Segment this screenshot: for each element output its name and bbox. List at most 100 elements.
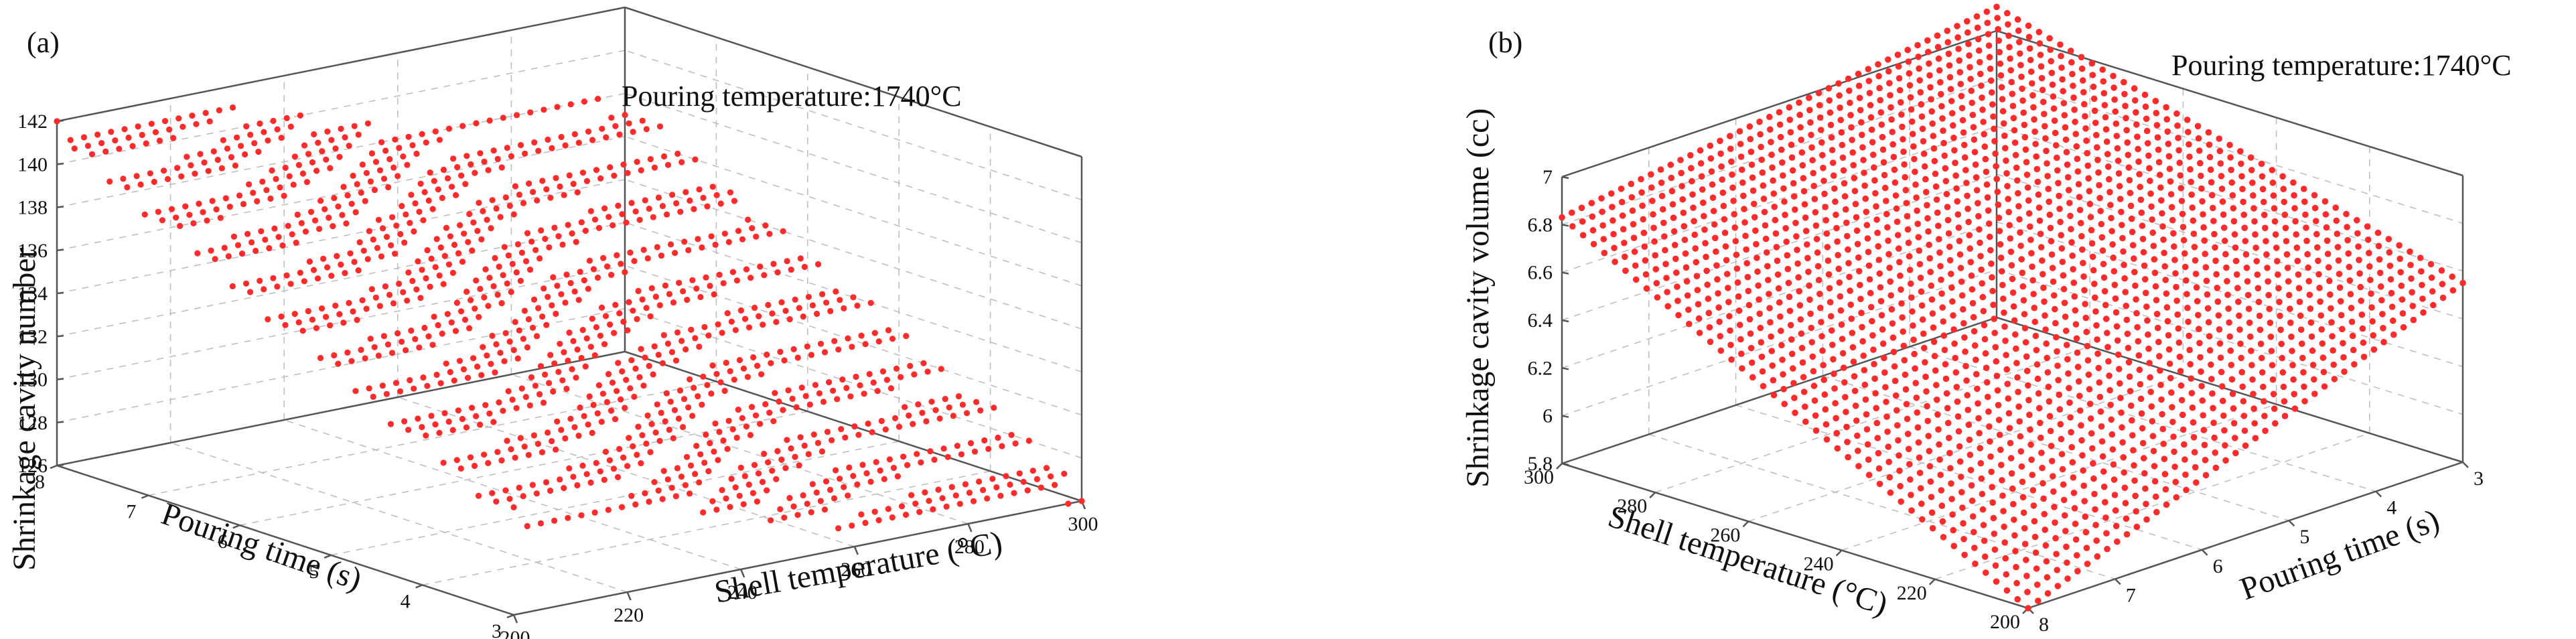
data-point bbox=[1979, 280, 1985, 287]
data-point bbox=[1788, 350, 1796, 358]
data-point bbox=[1863, 222, 1871, 228]
data-point bbox=[1725, 285, 1731, 291]
z-tick bbox=[56, 248, 64, 251]
data-point bbox=[516, 484, 522, 491]
data-point bbox=[2231, 435, 2238, 441]
data-point bbox=[769, 468, 776, 474]
data-point bbox=[561, 349, 567, 356]
data-point bbox=[1910, 336, 1917, 344]
data-point bbox=[416, 344, 423, 351]
data-point bbox=[1939, 115, 1946, 122]
data-point bbox=[2358, 297, 2364, 304]
data-point bbox=[761, 272, 768, 279]
data-point bbox=[624, 463, 631, 470]
data-point bbox=[2044, 160, 2050, 167]
data-point bbox=[2006, 44, 2013, 51]
data-point bbox=[2188, 375, 2195, 382]
data-point bbox=[853, 373, 859, 380]
data-point bbox=[1037, 484, 1044, 491]
data-point bbox=[2203, 277, 2210, 285]
data-point bbox=[931, 456, 938, 464]
data-point bbox=[1824, 257, 1832, 265]
data-point bbox=[275, 234, 282, 240]
data-point bbox=[1802, 214, 1809, 221]
data-point bbox=[1836, 92, 1843, 99]
data-point bbox=[930, 506, 936, 513]
data-point bbox=[2323, 224, 2330, 231]
data-point bbox=[2171, 448, 2177, 455]
data-point bbox=[506, 202, 513, 209]
data-point bbox=[2449, 287, 2457, 294]
data-point bbox=[1698, 173, 1705, 180]
data-point bbox=[723, 495, 729, 502]
data-point bbox=[1766, 305, 1773, 311]
data-point bbox=[2110, 72, 2117, 80]
data-point bbox=[2399, 296, 2406, 303]
data-point bbox=[2142, 103, 2149, 111]
data-point bbox=[590, 401, 597, 409]
data-point bbox=[2001, 323, 2008, 330]
data-point bbox=[2027, 68, 2035, 75]
data-point bbox=[1908, 507, 1915, 514]
data-point bbox=[2240, 413, 2248, 419]
data-point bbox=[1863, 411, 1870, 418]
data-point bbox=[2157, 367, 2163, 374]
data-point bbox=[835, 525, 842, 532]
data-point bbox=[833, 288, 839, 295]
data-point bbox=[733, 434, 740, 441]
data-point bbox=[518, 249, 526, 256]
data-point bbox=[1738, 166, 1745, 173]
x-tick-label: 260 bbox=[1710, 524, 1740, 546]
data-point bbox=[1924, 403, 1930, 410]
data-point bbox=[932, 407, 939, 413]
data-point bbox=[1863, 426, 1871, 433]
data-point bbox=[242, 280, 250, 287]
data-point bbox=[2142, 289, 2149, 297]
data-point bbox=[2153, 311, 2161, 317]
data-point bbox=[582, 227, 589, 234]
data-point bbox=[1986, 423, 1993, 430]
data-point bbox=[285, 222, 291, 229]
data-point bbox=[674, 465, 681, 472]
data-point bbox=[658, 253, 665, 259]
data-point bbox=[2074, 349, 2081, 356]
data-point bbox=[2281, 413, 2289, 419]
data-point bbox=[1658, 180, 1665, 186]
data-point bbox=[368, 150, 376, 157]
data-point bbox=[2071, 505, 2078, 512]
data-point bbox=[1568, 209, 1575, 216]
data-point bbox=[2002, 145, 2009, 151]
data-point bbox=[1900, 342, 1908, 350]
data-point bbox=[2201, 237, 2208, 244]
data-point bbox=[1827, 299, 1834, 306]
data-point bbox=[2257, 340, 2265, 348]
z-tick bbox=[56, 206, 64, 208]
data-point bbox=[2114, 337, 2121, 344]
data-point bbox=[161, 118, 169, 125]
data-point bbox=[529, 324, 536, 331]
data-point bbox=[1833, 211, 1839, 218]
data-point bbox=[1956, 458, 1964, 465]
data-point bbox=[2017, 448, 2025, 455]
y-tick-label: 6 bbox=[218, 530, 228, 553]
data-point bbox=[681, 396, 688, 403]
data-point bbox=[1816, 291, 1823, 297]
z-tick bbox=[56, 421, 64, 423]
data-point bbox=[2068, 239, 2075, 246]
data-point bbox=[413, 286, 420, 293]
data-point bbox=[590, 266, 597, 273]
data-point bbox=[2335, 257, 2342, 264]
data-point bbox=[2270, 390, 2277, 398]
data-point bbox=[2126, 373, 2133, 380]
data-point bbox=[313, 167, 320, 174]
data-point bbox=[2021, 524, 2028, 532]
data-point bbox=[2089, 72, 2096, 78]
data-point bbox=[2091, 281, 2098, 287]
data-point bbox=[1713, 248, 1719, 255]
data-point bbox=[2330, 361, 2337, 368]
data-point bbox=[98, 140, 105, 147]
data-point bbox=[363, 169, 370, 176]
data-point bbox=[1951, 147, 1958, 154]
data-point bbox=[248, 239, 255, 246]
data-point bbox=[1020, 478, 1027, 486]
